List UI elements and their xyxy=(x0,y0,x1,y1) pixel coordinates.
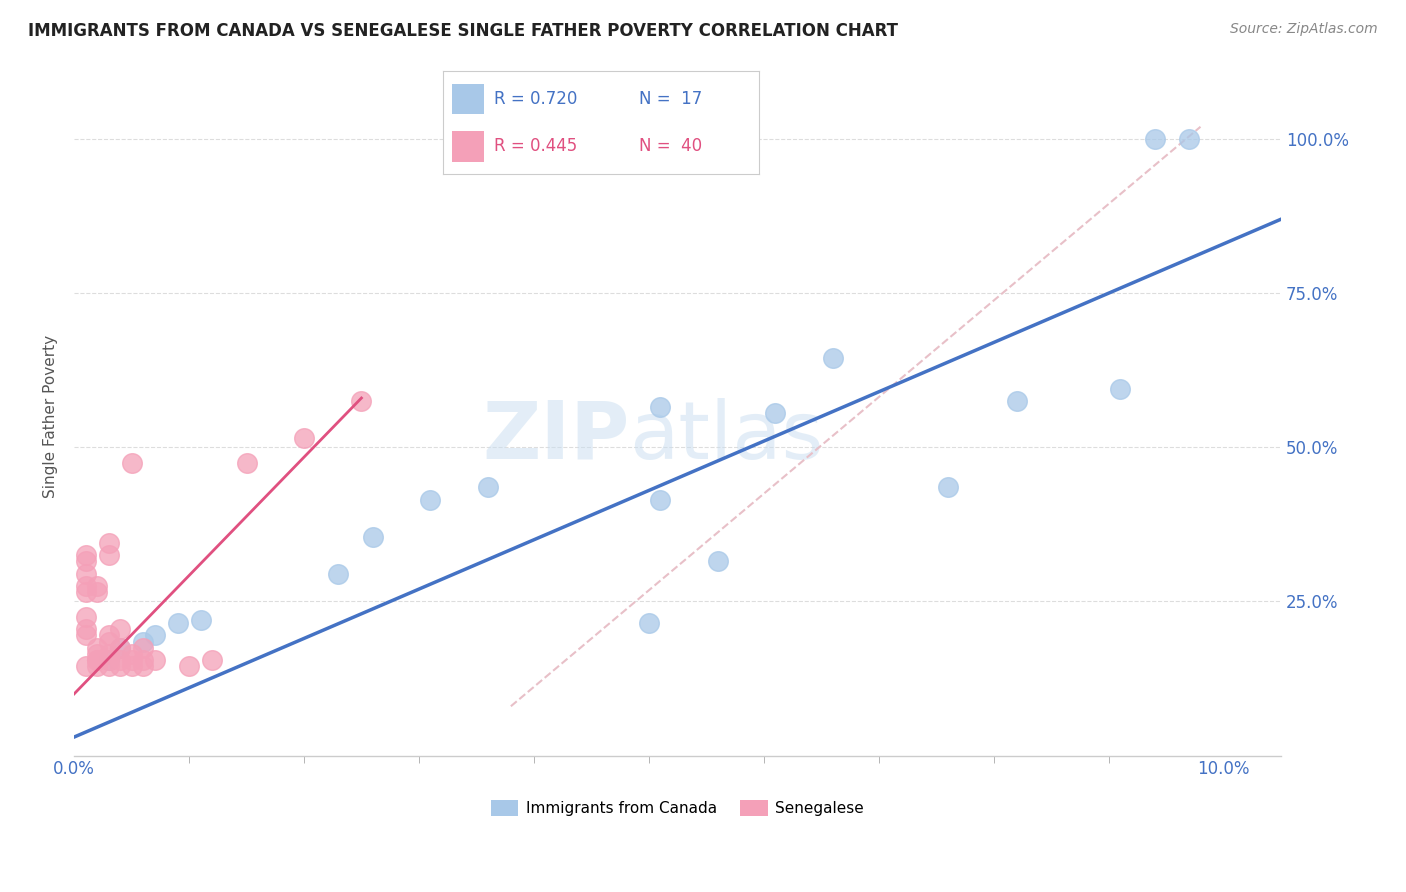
Point xyxy=(121,456,143,470)
Point xyxy=(97,548,120,562)
Point xyxy=(166,615,188,630)
Point xyxy=(97,628,120,642)
Point xyxy=(86,647,108,661)
Point xyxy=(108,659,131,673)
Text: N =  40: N = 40 xyxy=(640,137,702,155)
Point xyxy=(132,634,155,648)
Text: ZIP: ZIP xyxy=(482,398,630,475)
Point xyxy=(132,659,155,673)
Point xyxy=(86,579,108,593)
Bar xyxy=(453,131,484,161)
Point xyxy=(1005,394,1028,409)
Point xyxy=(637,615,659,630)
Point xyxy=(97,536,120,550)
Point xyxy=(86,640,108,655)
Point xyxy=(75,659,97,673)
Point xyxy=(108,640,131,655)
Text: R = 0.720: R = 0.720 xyxy=(494,90,576,108)
Point xyxy=(132,653,155,667)
Point xyxy=(132,640,155,655)
Point xyxy=(75,628,97,642)
Point xyxy=(75,566,97,581)
Point xyxy=(97,647,120,661)
Point xyxy=(1143,132,1166,146)
Point xyxy=(108,622,131,636)
Point xyxy=(75,610,97,624)
Point xyxy=(328,566,350,581)
Point xyxy=(75,622,97,636)
Y-axis label: Single Father Poverty: Single Father Poverty xyxy=(44,334,58,498)
Point xyxy=(121,659,143,673)
Point xyxy=(121,647,143,661)
Point xyxy=(86,653,108,667)
Point xyxy=(75,548,97,562)
Point xyxy=(706,554,728,568)
Point xyxy=(86,659,108,673)
Point xyxy=(108,640,131,655)
Point xyxy=(936,480,959,494)
Point xyxy=(292,431,315,445)
Point xyxy=(763,406,786,420)
Point xyxy=(86,653,108,667)
Text: IMMIGRANTS FROM CANADA VS SENEGALESE SINGLE FATHER POVERTY CORRELATION CHART: IMMIGRANTS FROM CANADA VS SENEGALESE SIN… xyxy=(28,22,898,40)
Point xyxy=(419,492,441,507)
Point xyxy=(121,653,143,667)
Bar xyxy=(453,84,484,114)
Point xyxy=(201,653,224,667)
Legend: Immigrants from Canada, Senegalese: Immigrants from Canada, Senegalese xyxy=(485,794,870,822)
Point xyxy=(108,653,131,667)
Point xyxy=(350,394,373,409)
Point xyxy=(190,613,212,627)
Point xyxy=(97,659,120,673)
Point xyxy=(361,530,384,544)
Point xyxy=(1178,132,1201,146)
Text: R = 0.445: R = 0.445 xyxy=(494,137,576,155)
Point xyxy=(821,351,844,365)
Point xyxy=(75,579,97,593)
Point xyxy=(143,653,166,667)
Point xyxy=(97,653,120,667)
Point xyxy=(650,401,672,415)
Text: Source: ZipAtlas.com: Source: ZipAtlas.com xyxy=(1230,22,1378,37)
Point xyxy=(650,492,672,507)
Text: atlas: atlas xyxy=(630,398,824,475)
Point xyxy=(97,653,120,667)
Point xyxy=(1109,382,1132,396)
Point xyxy=(177,659,200,673)
Point xyxy=(86,585,108,599)
Point xyxy=(235,456,257,470)
Point xyxy=(143,628,166,642)
Point xyxy=(477,480,499,494)
Point xyxy=(75,554,97,568)
Point xyxy=(75,585,97,599)
Text: N =  17: N = 17 xyxy=(640,90,702,108)
Point xyxy=(97,634,120,648)
